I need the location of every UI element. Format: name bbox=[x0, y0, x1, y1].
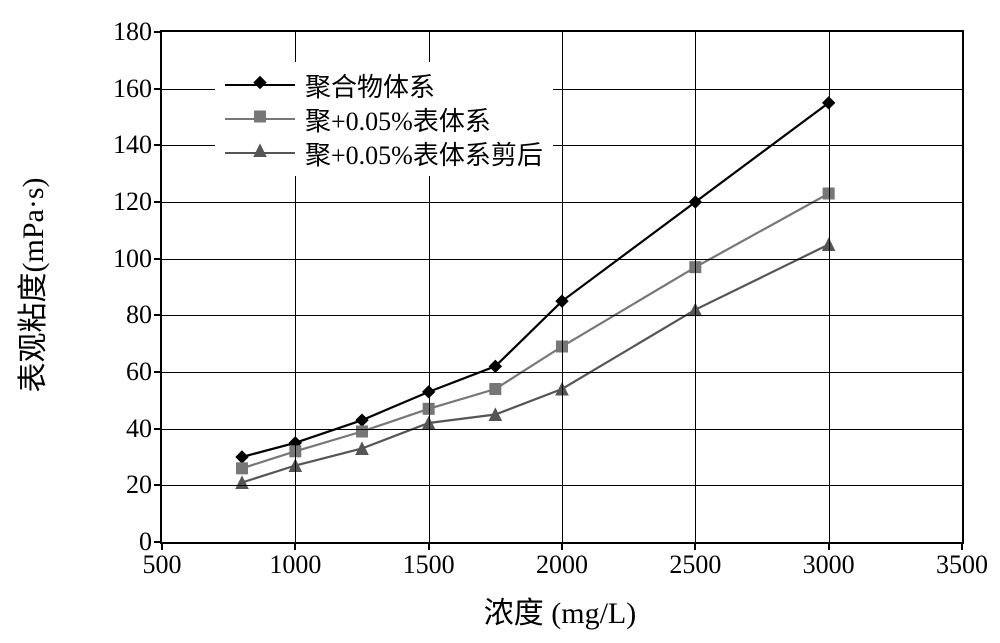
x-tick-label: 1000 bbox=[269, 542, 321, 580]
y-axis-label: 表观粘度(mPa·s) bbox=[8, 178, 52, 393]
data-marker bbox=[356, 414, 368, 426]
data-marker bbox=[254, 145, 266, 157]
x-tick-label: 1500 bbox=[403, 542, 455, 580]
x-tick-label: 2000 bbox=[536, 542, 588, 580]
legend-label: 聚+0.05%表体系剪后 bbox=[305, 135, 543, 172]
y-tick-label: 40 bbox=[126, 414, 162, 444]
data-marker bbox=[490, 384, 501, 395]
gridline-v bbox=[829, 32, 830, 542]
series-line bbox=[242, 194, 829, 469]
x-axis-label: 浓度 (mg/L) bbox=[484, 588, 636, 632]
square-icon bbox=[251, 108, 269, 126]
diamond-icon bbox=[251, 74, 269, 92]
y-tick-label: 180 bbox=[113, 17, 162, 47]
data-marker bbox=[237, 463, 248, 474]
legend-label: 聚+0.05%表体系 bbox=[305, 101, 491, 138]
y-tick-label: 20 bbox=[126, 470, 162, 500]
y-tick-label: 60 bbox=[126, 357, 162, 387]
x-tick-label: 3000 bbox=[803, 542, 855, 580]
gridline-v bbox=[695, 32, 696, 542]
data-marker bbox=[255, 111, 266, 122]
x-tick-label: 3500 bbox=[936, 542, 988, 580]
viscosity-chart: 0204060801001201401601805001000150020002… bbox=[0, 0, 1000, 643]
legend-label: 聚合物体系 bbox=[305, 67, 435, 104]
data-marker bbox=[236, 477, 248, 489]
legend-line bbox=[225, 152, 295, 154]
gridline-v bbox=[562, 32, 563, 542]
x-tick-label: 500 bbox=[143, 542, 182, 580]
legend-item: 聚合物体系 bbox=[225, 68, 543, 102]
legend-item: 聚+0.05%表体系 bbox=[225, 102, 543, 136]
x-tick-label: 2500 bbox=[669, 542, 721, 580]
y-tick-label: 160 bbox=[113, 74, 162, 104]
legend-line bbox=[225, 84, 295, 86]
y-tick-label: 120 bbox=[113, 187, 162, 217]
data-marker bbox=[357, 426, 368, 437]
data-marker bbox=[236, 451, 248, 463]
data-marker bbox=[254, 77, 266, 89]
y-tick-label: 100 bbox=[113, 244, 162, 274]
triangle-icon bbox=[251, 142, 269, 160]
legend-item: 聚+0.05%表体系剪后 bbox=[225, 136, 543, 170]
legend-line bbox=[225, 118, 295, 120]
y-tick-label: 80 bbox=[126, 300, 162, 330]
y-tick-label: 140 bbox=[113, 130, 162, 160]
legend: 聚合物体系聚+0.05%表体系聚+0.05%表体系剪后 bbox=[215, 62, 553, 176]
